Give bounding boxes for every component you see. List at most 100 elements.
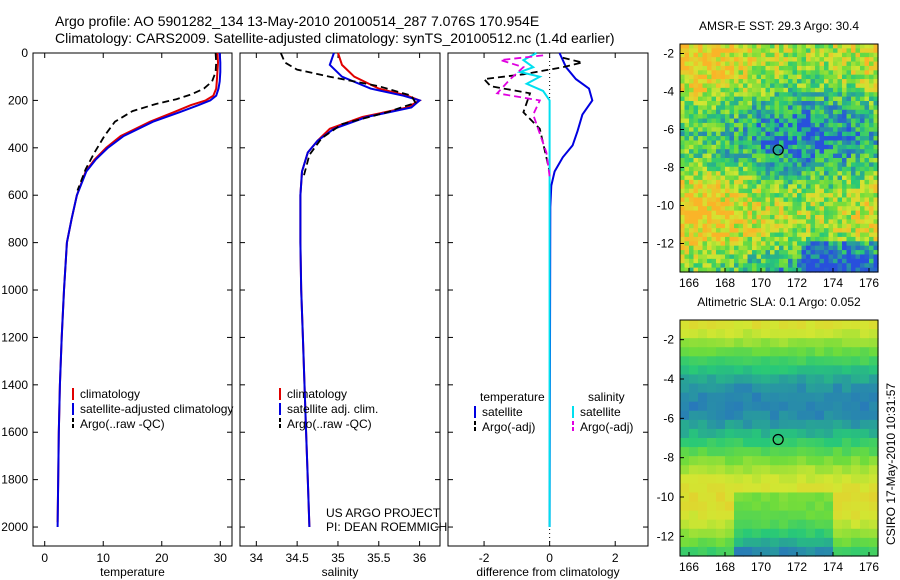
salinity-panel: 34 34.5 35 35.5 36salinityclimatologysatelli…	[239, 52, 441, 579]
map-cell	[774, 193, 780, 199]
map-cell	[734, 83, 740, 89]
map-cell	[788, 122, 794, 128]
map-cell	[846, 219, 852, 225]
map-cell	[824, 131, 830, 137]
map-cell	[846, 193, 852, 199]
map-cell	[725, 241, 731, 247]
map-cell	[837, 149, 843, 155]
map-cell	[761, 392, 771, 403]
map-cell	[860, 383, 870, 394]
map-cell	[765, 65, 771, 71]
map-cell	[869, 52, 875, 58]
map-cell	[819, 74, 825, 80]
y-tick-label: -2	[663, 333, 674, 347]
map-cell	[725, 87, 731, 93]
map-cell	[779, 162, 785, 168]
map-cell	[743, 215, 749, 220]
map-cell	[707, 410, 717, 421]
map-cell	[680, 223, 686, 229]
map-cell	[716, 52, 722, 58]
map-cell	[815, 87, 821, 93]
map-cell	[783, 44, 789, 49]
map-cell	[698, 263, 704, 269]
map-cell	[869, 92, 875, 98]
map-cell	[842, 392, 852, 403]
map-cell	[770, 428, 780, 439]
map-cell	[860, 474, 870, 484]
map-cell	[846, 228, 852, 234]
map-cell	[689, 74, 695, 80]
map-cell	[797, 267, 803, 273]
map-cell	[734, 347, 744, 357]
map-cell	[743, 219, 749, 225]
x-tick-label: 176	[859, 276, 879, 290]
map-cell	[824, 149, 830, 155]
map-cell	[711, 136, 717, 142]
map-cell	[761, 438, 771, 448]
map-cell	[788, 105, 794, 111]
map-cell	[716, 65, 722, 71]
map-cell	[788, 127, 794, 133]
map-cell	[761, 57, 767, 63]
map-cell	[774, 258, 780, 264]
map-cell	[761, 374, 771, 385]
map-cell	[693, 109, 699, 115]
map-cell	[774, 52, 780, 58]
map-cell	[761, 201, 767, 207]
map-cell	[788, 118, 794, 124]
map-cell	[725, 383, 735, 394]
y-tick-label: -10	[657, 199, 675, 213]
map-cell	[698, 447, 708, 457]
map-cell	[743, 428, 753, 439]
map-cell	[815, 118, 821, 124]
map-cell	[842, 179, 848, 185]
map-cell	[846, 57, 852, 63]
map-frame	[679, 319, 879, 557]
map-cell	[693, 236, 699, 242]
map-cell	[729, 193, 735, 199]
map-cell	[747, 153, 753, 159]
map-cell	[716, 144, 722, 150]
map-cell	[707, 228, 713, 234]
map-cell	[761, 184, 767, 190]
map-cell	[689, 537, 699, 548]
map-cell	[833, 48, 839, 54]
map-cell	[761, 258, 767, 264]
map-cell	[765, 92, 771, 98]
map-cell	[752, 70, 758, 76]
map-cell	[707, 219, 713, 225]
map-cell	[680, 162, 686, 168]
map-cell	[765, 206, 771, 212]
map-cell	[851, 232, 857, 238]
map-cell	[702, 188, 708, 194]
map-cell	[680, 210, 686, 216]
map-cell	[707, 537, 717, 548]
map-cell	[837, 210, 843, 216]
map-cell	[779, 546, 789, 557]
map-cell	[806, 410, 816, 421]
map-cell	[819, 245, 825, 251]
map-cell	[734, 131, 740, 137]
map-cell	[734, 87, 740, 93]
map-cell	[815, 250, 821, 256]
map-cell	[810, 92, 816, 98]
map-cell	[693, 223, 699, 229]
map-cell	[707, 232, 713, 238]
map-cell	[819, 122, 825, 128]
map-cell	[770, 118, 776, 124]
map-cell	[738, 267, 744, 273]
map-cell	[855, 166, 861, 172]
map-cell	[707, 127, 713, 133]
map-cell	[720, 83, 726, 89]
map-cell	[725, 501, 735, 512]
map-cell	[725, 219, 731, 225]
map-cell	[824, 223, 830, 229]
map-cell	[684, 236, 690, 242]
x-tick-label: 174	[823, 560, 843, 574]
map-cell	[747, 48, 753, 54]
map-cell	[693, 158, 699, 163]
map-cell	[824, 215, 830, 220]
map-cell	[698, 267, 704, 273]
map-cell	[833, 166, 839, 172]
map-cell	[725, 92, 731, 98]
